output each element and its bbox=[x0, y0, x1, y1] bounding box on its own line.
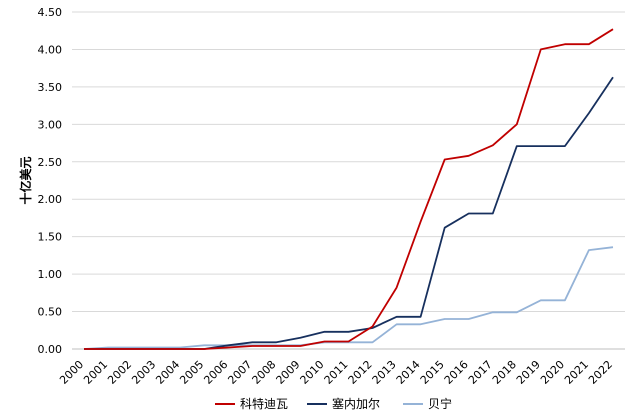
y-tick-label: 0.00 bbox=[38, 343, 63, 356]
y-tick-label: 4.00 bbox=[38, 43, 63, 56]
grid-lines bbox=[72, 11, 625, 350]
y-tick-label: 1.50 bbox=[38, 231, 63, 244]
x-tick-label: 2022 bbox=[586, 358, 615, 387]
x-tick-label: 2004 bbox=[153, 358, 182, 387]
y-tick-label: 2.00 bbox=[38, 193, 63, 206]
x-tick-label: 2016 bbox=[442, 358, 471, 387]
x-tick-label: 2014 bbox=[394, 358, 423, 387]
x-tick-label: 2005 bbox=[177, 358, 206, 387]
x-tick-label: 2015 bbox=[418, 358, 447, 387]
series-lines bbox=[83, 28, 614, 350]
x-tick-label: 2006 bbox=[201, 358, 230, 387]
series-line bbox=[84, 28, 614, 350]
series-line bbox=[84, 76, 614, 350]
legend-label: 贝宁 bbox=[428, 396, 452, 411]
legend-label: 科特迪瓦 bbox=[240, 396, 288, 411]
x-tick-label: 2001 bbox=[81, 358, 110, 387]
series-line bbox=[83, 246, 614, 350]
x-tick-label: 2003 bbox=[129, 358, 158, 387]
x-tick-label: 2007 bbox=[225, 358, 254, 387]
x-tick-label: 2012 bbox=[346, 358, 375, 387]
x-tick-label: 2010 bbox=[298, 358, 327, 387]
x-tick-label: 2019 bbox=[514, 358, 543, 387]
x-tick-label: 2000 bbox=[57, 358, 86, 387]
x-tick-label: 2008 bbox=[249, 358, 278, 387]
y-tick-label: 3.00 bbox=[38, 118, 63, 131]
x-tick-label: 2013 bbox=[370, 358, 399, 387]
legend: 科特迪瓦 塞内加尔 贝宁 bbox=[215, 396, 452, 411]
x-tick-label: 2011 bbox=[322, 358, 351, 387]
x-tick-label: 2020 bbox=[538, 358, 567, 387]
x-tick-label: 2009 bbox=[274, 358, 303, 387]
y-tick-label: 3.50 bbox=[38, 81, 63, 94]
x-tick-label: 2002 bbox=[105, 358, 134, 387]
y-tick-label: 2.50 bbox=[38, 156, 63, 169]
y-tick-label: 0.50 bbox=[38, 306, 63, 319]
y-tick-label: 4.50 bbox=[38, 6, 63, 19]
y-tick-label: 1.00 bbox=[38, 268, 63, 281]
x-axis-ticks: 2000200120022003200420052006200720082009… bbox=[57, 358, 615, 387]
x-tick-label: 2021 bbox=[562, 358, 591, 387]
x-tick-label: 2018 bbox=[490, 358, 519, 387]
legend-label: 塞内加尔 bbox=[332, 396, 380, 411]
x-tick-label: 2017 bbox=[466, 358, 495, 387]
y-axis-label: 十亿美元 bbox=[18, 156, 33, 204]
y-axis-ticks: 0.00 0.50 1.00 1.50 2.00 2.50 3.00 3.50 4.00 4.50 bbox=[38, 6, 63, 356]
